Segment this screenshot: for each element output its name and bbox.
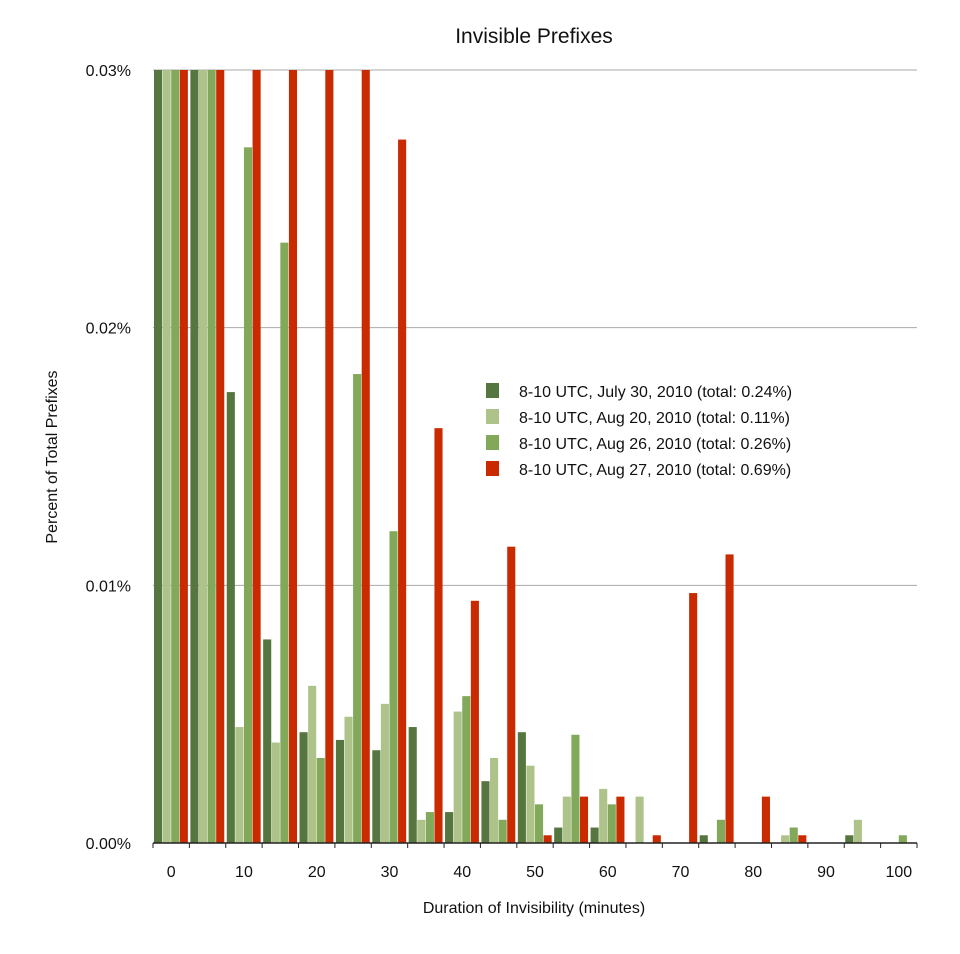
y-tick-label: 0.00% [86, 836, 131, 853]
bar [470, 600, 479, 843]
bar [453, 711, 462, 843]
bar [507, 546, 516, 843]
bar [226, 392, 235, 843]
bar [716, 819, 725, 843]
bar [171, 70, 180, 843]
bar [162, 70, 171, 843]
bar [198, 70, 208, 843]
bar [781, 835, 790, 843]
bar [434, 428, 443, 843]
bar [288, 70, 298, 843]
bar [361, 70, 370, 843]
bar [689, 593, 698, 843]
y-tick-label: 0.02% [86, 321, 131, 338]
bar [235, 727, 244, 843]
bar [372, 750, 381, 843]
bar [898, 835, 907, 843]
bar [316, 757, 325, 843]
x-tick-label: 10 [235, 864, 253, 881]
bar [179, 70, 188, 843]
bar [408, 727, 417, 843]
legend-swatch [486, 409, 499, 424]
bar [571, 734, 580, 843]
x-tick-label: 20 [308, 864, 326, 881]
bar [517, 732, 526, 843]
x-tick-label: 80 [744, 864, 762, 881]
bar [335, 739, 344, 843]
bar [498, 819, 507, 843]
bar [389, 531, 398, 843]
y-axis-label: Percent of Total Prefixes [44, 370, 61, 543]
legend-label: 8-10 UTC, Aug 26, 2010 (total: 0.26%) [519, 436, 791, 453]
bar [490, 757, 499, 843]
bar [761, 796, 770, 843]
bar [252, 70, 261, 843]
bar [380, 703, 389, 843]
x-tick-label: 50 [526, 864, 544, 881]
bar [207, 70, 216, 843]
bar [853, 819, 862, 843]
x-tick-label: 60 [599, 864, 617, 881]
x-axis-label: Duration of Invisibility (minutes) [423, 900, 645, 917]
bar [325, 70, 334, 843]
bar [699, 835, 708, 843]
bar [526, 765, 535, 843]
bar [462, 696, 471, 843]
bar [481, 781, 490, 843]
bar [590, 827, 599, 843]
y-tick-label: 0.01% [86, 578, 131, 595]
legend-swatch [486, 461, 499, 476]
x-tick-label: 100 [885, 864, 912, 881]
bar [154, 70, 163, 843]
bar [417, 819, 426, 843]
bar [271, 742, 280, 843]
bar [243, 147, 253, 844]
legend-swatch [486, 435, 499, 450]
bar [607, 804, 616, 843]
bar [599, 788, 608, 843]
bar [280, 242, 289, 844]
bar [535, 804, 544, 843]
bar [308, 685, 317, 843]
legend-label: 8-10 UTC, Aug 27, 2010 (total: 0.69%) [519, 462, 791, 479]
bar [798, 835, 807, 843]
legend-label: 8-10 UTC, Aug 20, 2010 (total: 0.11%) [519, 410, 790, 427]
bar [344, 716, 353, 843]
bar [190, 70, 199, 843]
bar [789, 827, 798, 843]
bar [445, 812, 454, 843]
x-tick-label: 40 [453, 864, 471, 881]
bar [216, 70, 225, 843]
x-tick-label: 30 [381, 864, 399, 881]
legend: 8-10 UTC, July 30, 2010 (total: 0.24%) 8-… [486, 383, 792, 479]
y-tick-label: 0.03% [86, 63, 131, 80]
bar [616, 796, 625, 843]
bar [562, 796, 571, 843]
bar [725, 554, 734, 843]
bar [543, 835, 552, 843]
bar [635, 796, 644, 843]
bar [579, 796, 589, 843]
chart-title: Invisible Prefixes [455, 25, 613, 48]
legend-label: 8-10 UTC, July 30, 2010 (total: 0.24%) [519, 384, 792, 401]
bar [554, 827, 563, 843]
x-tick-label: 70 [672, 864, 690, 881]
bar [845, 835, 854, 843]
x-tick-label: 0 [167, 864, 176, 881]
bar [425, 812, 434, 843]
bar [353, 374, 362, 843]
x-tick-label: 90 [817, 864, 835, 881]
bar [652, 835, 661, 843]
bar [398, 139, 407, 843]
legend-swatch [486, 383, 499, 398]
bar [299, 732, 308, 843]
bar [263, 639, 272, 843]
